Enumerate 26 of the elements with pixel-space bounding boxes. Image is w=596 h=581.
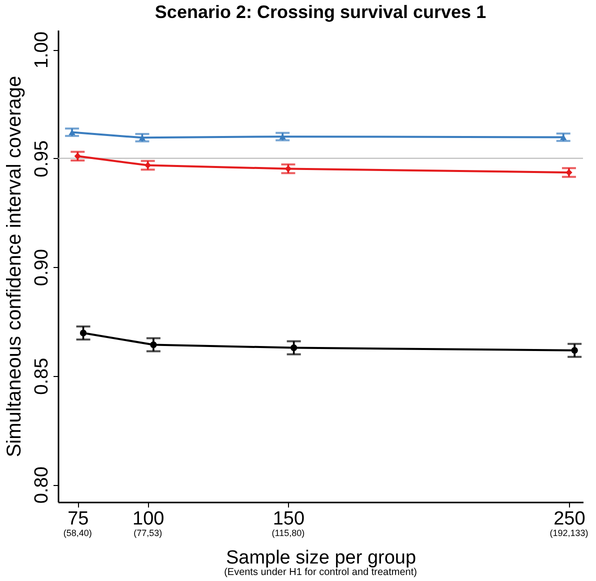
x-axis-title: Sample size per group — [226, 548, 416, 568]
point — [279, 134, 286, 140]
x-tick-label: 150 — [272, 508, 305, 530]
chart-title: Scenario 2: Crossing survival curves 1 — [154, 2, 486, 22]
x-tick-label: 100 — [132, 508, 164, 530]
text: (58,40) — [63, 528, 92, 538]
x-tick-label: 75 — [68, 508, 89, 530]
point — [150, 341, 157, 348]
point — [74, 152, 82, 160]
y-axis-title: Simultaneous confidence interval coverage — [4, 76, 26, 458]
y-tick-label: 0.85 — [32, 358, 52, 395]
point — [566, 169, 572, 176]
y-tick-label: 0.90 — [32, 249, 52, 286]
text: (192,133) — [550, 528, 588, 538]
y-tick-label: 1.00 — [32, 32, 52, 69]
point — [290, 344, 298, 352]
y-tick-label: 0.95 — [32, 140, 52, 178]
point — [571, 347, 578, 354]
text: (115,80) — [272, 528, 305, 538]
point — [80, 330, 87, 336]
point — [284, 165, 292, 172]
x-tick-label: 250 — [554, 508, 586, 530]
text: (77,53) — [134, 528, 162, 538]
y-tick-label: 0.80 — [32, 466, 52, 504]
point — [144, 162, 152, 169]
text: (Events under H1 for control and treatment) — [224, 567, 417, 578]
